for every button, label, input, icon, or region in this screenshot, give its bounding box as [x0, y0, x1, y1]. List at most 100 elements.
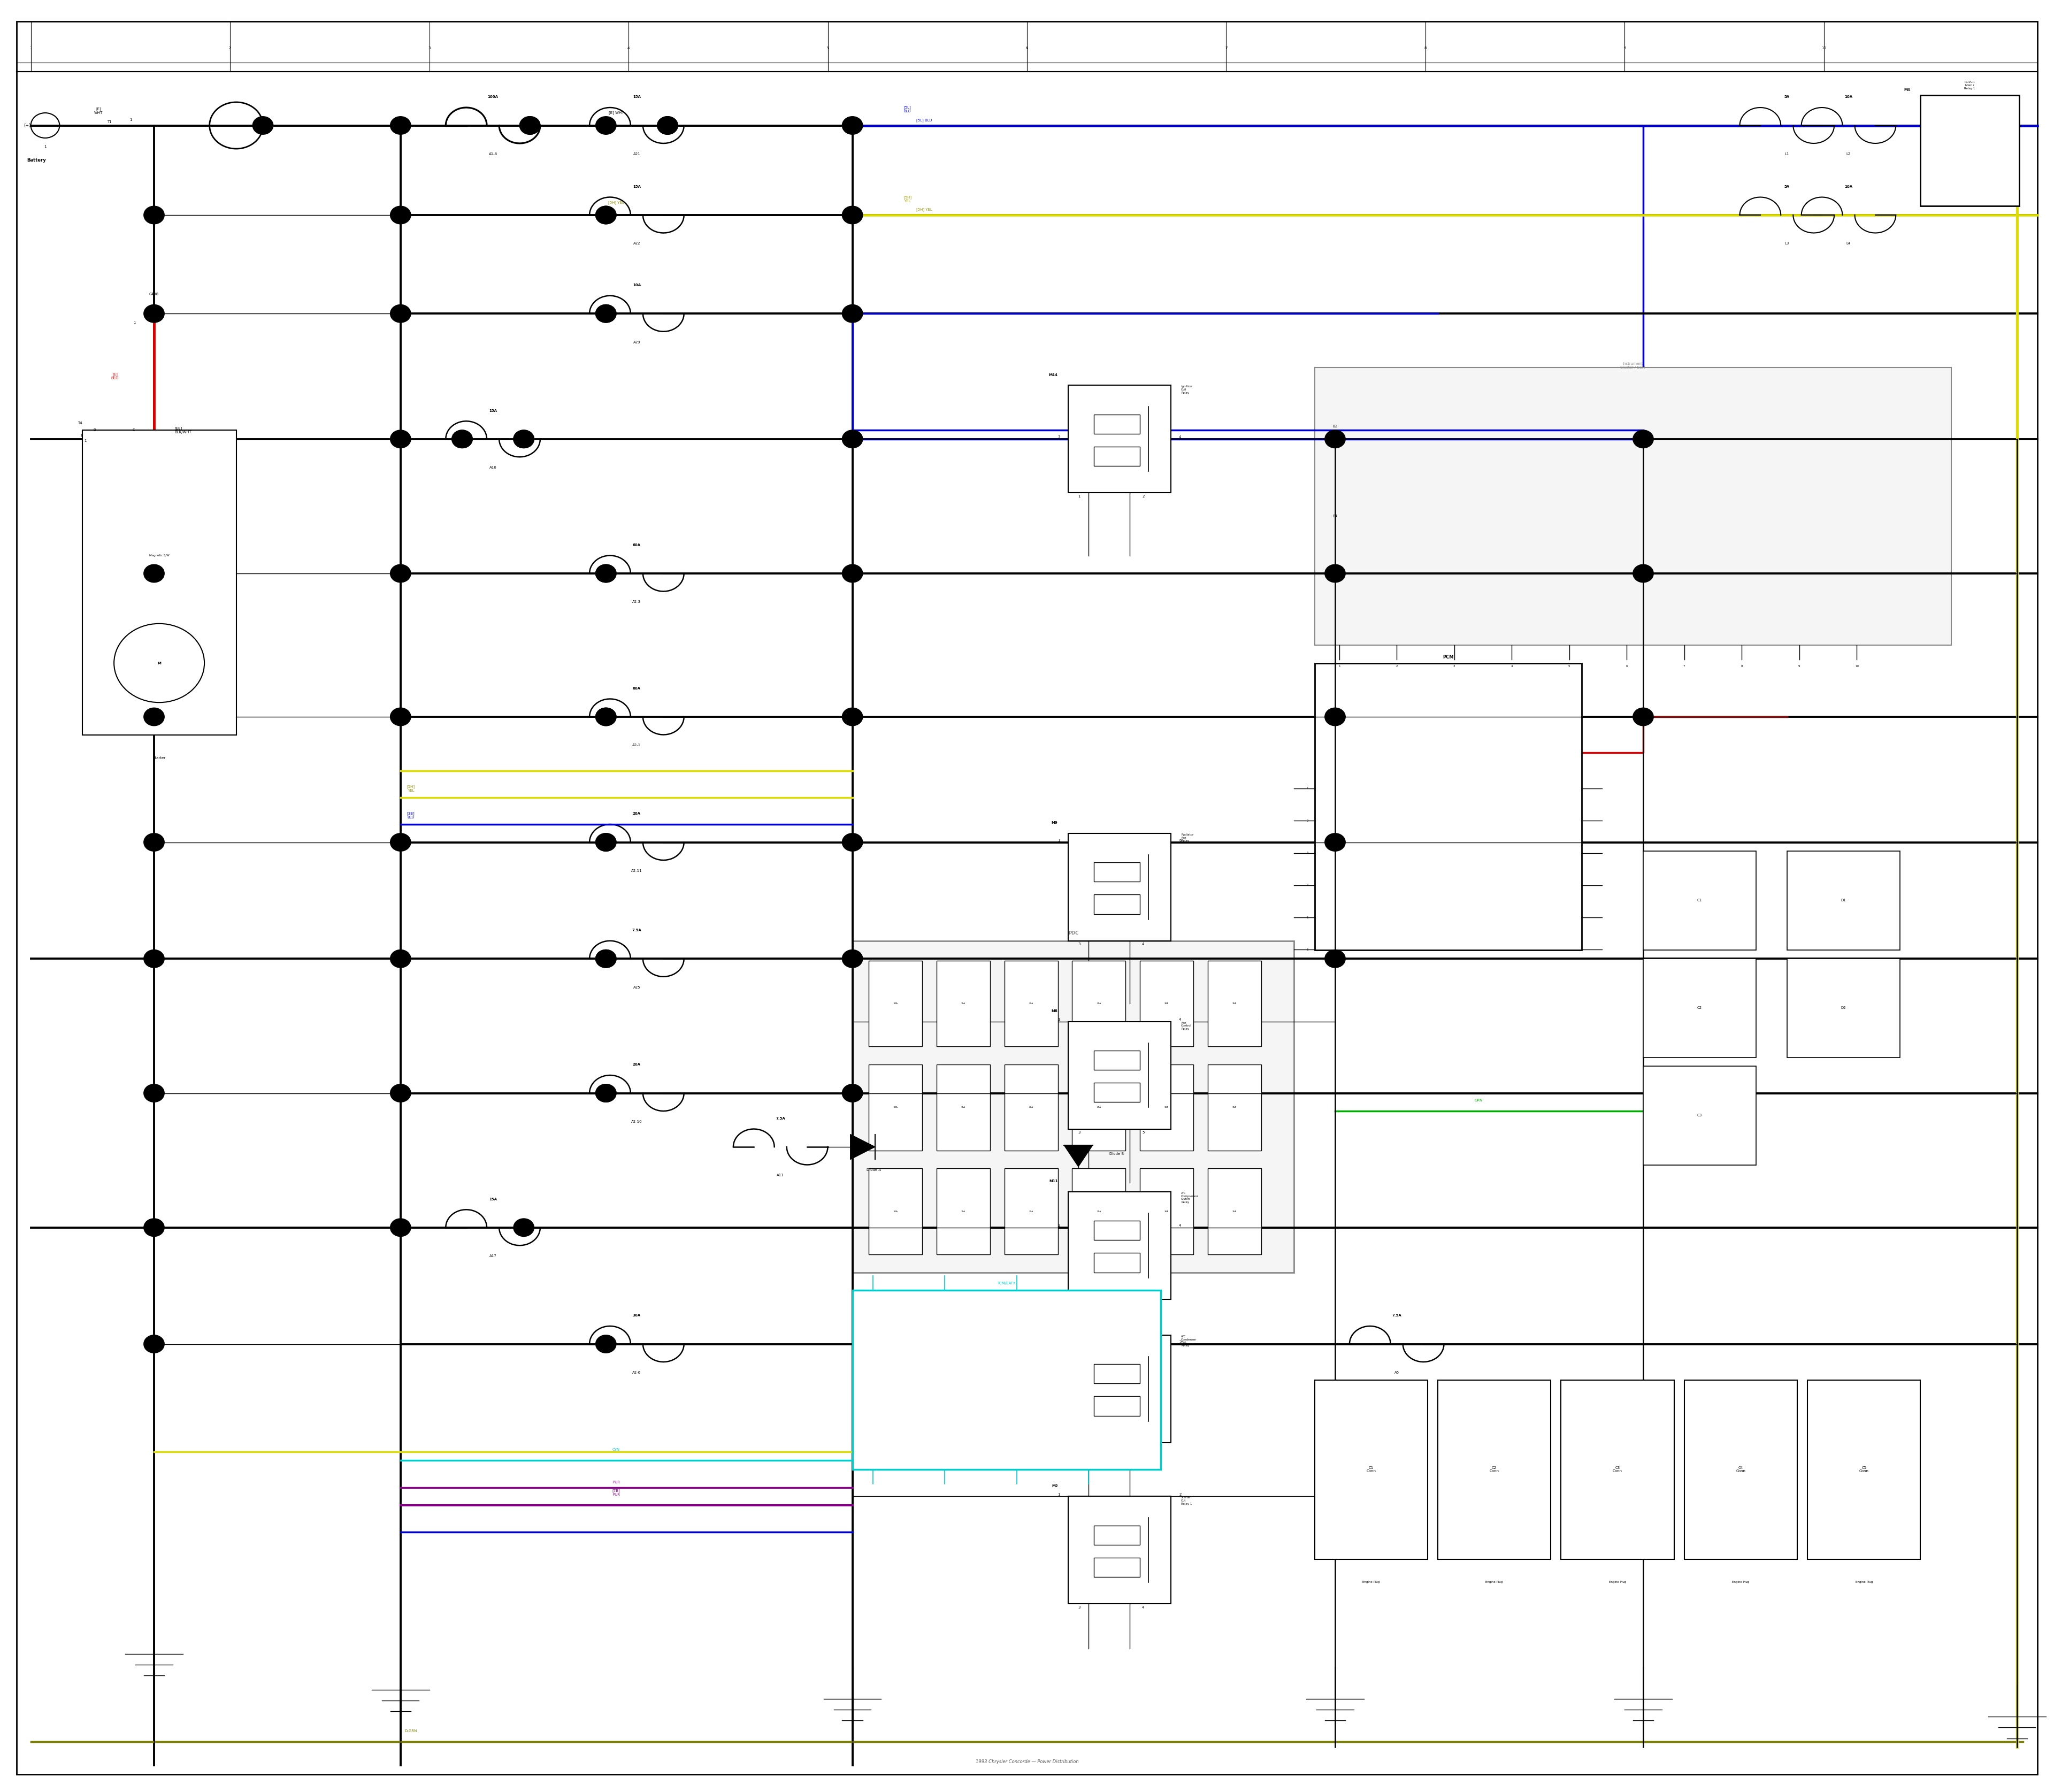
Text: [E] WHT: [E] WHT — [608, 111, 624, 115]
Text: A/C
Compressor
Clutch
Relay: A/C Compressor Clutch Relay — [1181, 1192, 1200, 1204]
Circle shape — [390, 833, 411, 851]
Text: Fan
Control
Relay: Fan Control Relay — [1181, 1021, 1191, 1030]
Circle shape — [596, 1084, 616, 1102]
Circle shape — [1325, 950, 1345, 968]
Text: 15A: 15A — [489, 1197, 497, 1201]
Polygon shape — [1064, 1145, 1093, 1167]
Circle shape — [842, 833, 863, 851]
Circle shape — [390, 1219, 411, 1236]
Text: Diode A: Diode A — [867, 1168, 881, 1172]
Text: 35A: 35A — [1232, 1106, 1237, 1109]
Bar — [869, 1064, 922, 1150]
Circle shape — [596, 564, 616, 582]
Bar — [1004, 1064, 1058, 1150]
Text: 20A: 20A — [1029, 1210, 1033, 1213]
Text: CYN: CYN — [612, 1448, 620, 1452]
Circle shape — [1325, 833, 1345, 851]
Text: Starter
Cut
Relay 1: Starter Cut Relay 1 — [1181, 1496, 1191, 1505]
Text: 30A: 30A — [633, 1314, 641, 1317]
Bar — [852, 1290, 1161, 1469]
Text: 3: 3 — [1058, 1224, 1060, 1228]
Circle shape — [144, 206, 164, 224]
Circle shape — [596, 206, 616, 224]
Circle shape — [452, 430, 472, 448]
Text: Engine Plug: Engine Plug — [1362, 1581, 1380, 1582]
Text: 5A: 5A — [1785, 185, 1789, 188]
Circle shape — [596, 305, 616, 323]
Circle shape — [842, 116, 863, 134]
Circle shape — [596, 116, 616, 134]
Text: 3: 3 — [1078, 1131, 1080, 1134]
Text: Engine Plug: Engine Plug — [1732, 1581, 1750, 1582]
Bar — [1093, 414, 1140, 434]
Text: Instrument
Cluster / ECM: Instrument Cluster / ECM — [1621, 362, 1645, 369]
Text: B: B — [92, 428, 97, 432]
Circle shape — [596, 305, 616, 323]
Bar — [1643, 851, 1756, 950]
Circle shape — [842, 950, 863, 968]
Text: 2: 2 — [1179, 1493, 1181, 1496]
Circle shape — [390, 564, 411, 582]
Bar — [1004, 1168, 1058, 1254]
Text: D1: D1 — [1840, 900, 1847, 901]
Text: 15A: 15A — [961, 1002, 965, 1005]
Text: [5L]
BLU: [5L] BLU — [904, 106, 912, 113]
Circle shape — [144, 1219, 164, 1236]
Text: B2: B2 — [1333, 425, 1337, 428]
Bar — [1438, 1380, 1551, 1559]
Text: T1: T1 — [107, 120, 111, 124]
Bar — [937, 1168, 990, 1254]
Text: 1: 1 — [134, 321, 136, 324]
Bar — [1315, 663, 1582, 950]
Text: 10A: 10A — [633, 283, 641, 287]
Text: 25A: 25A — [1097, 1210, 1101, 1213]
Text: 20A: 20A — [1029, 1106, 1033, 1109]
Text: C4
Conn: C4 Conn — [1736, 1466, 1746, 1473]
Bar — [1920, 95, 2019, 206]
Bar — [1140, 1168, 1193, 1254]
Text: 1993 Chrysler Concorde — Power Distribution: 1993 Chrysler Concorde — Power Distribut… — [976, 1760, 1078, 1763]
Text: 10: 10 — [1855, 665, 1859, 667]
Text: PUR: PUR — [612, 1480, 620, 1484]
Text: 5A: 5A — [1785, 95, 1789, 99]
Circle shape — [390, 430, 411, 448]
Circle shape — [514, 430, 534, 448]
Bar — [82, 430, 236, 735]
Text: C2: C2 — [1697, 1007, 1703, 1009]
Circle shape — [390, 206, 411, 224]
Text: 2: 2 — [1142, 495, 1144, 498]
Text: 25A: 25A — [1097, 1002, 1101, 1005]
Circle shape — [390, 950, 411, 968]
Text: 10: 10 — [1822, 47, 1826, 50]
Bar — [852, 941, 1294, 1272]
Text: A2-10: A2-10 — [631, 1120, 643, 1124]
Circle shape — [520, 116, 540, 134]
Circle shape — [596, 1335, 616, 1353]
Text: A5: A5 — [1395, 1371, 1399, 1374]
Text: C1: C1 — [1697, 900, 1703, 901]
Text: A29: A29 — [633, 340, 641, 344]
Circle shape — [520, 116, 540, 134]
Text: 1: 1 — [84, 439, 86, 443]
Circle shape — [596, 708, 616, 726]
Circle shape — [657, 116, 678, 134]
Text: [E]
WHT: [E] WHT — [94, 108, 103, 115]
Circle shape — [842, 206, 863, 224]
Text: 20A: 20A — [633, 1063, 641, 1066]
Text: C1
Conn: C1 Conn — [1366, 1466, 1376, 1473]
Bar — [1561, 1380, 1674, 1559]
Text: Starter: Starter — [152, 756, 166, 760]
Text: 20A: 20A — [1029, 1002, 1033, 1005]
Text: 10A: 10A — [893, 1002, 898, 1005]
Text: 100A: 100A — [487, 95, 499, 99]
Text: A2-11: A2-11 — [631, 869, 643, 873]
Text: Magnetic S/W: Magnetic S/W — [150, 554, 168, 557]
Circle shape — [1325, 708, 1345, 726]
Text: A2-1: A2-1 — [633, 744, 641, 747]
Bar — [1093, 1082, 1140, 1102]
Bar — [1684, 1380, 1797, 1559]
Circle shape — [144, 950, 164, 968]
Text: [5L] BLU: [5L] BLU — [916, 118, 933, 122]
Text: Radiator
Fan
Relay: Radiator Fan Relay — [1181, 833, 1193, 842]
Text: 1: 1 — [29, 47, 33, 50]
